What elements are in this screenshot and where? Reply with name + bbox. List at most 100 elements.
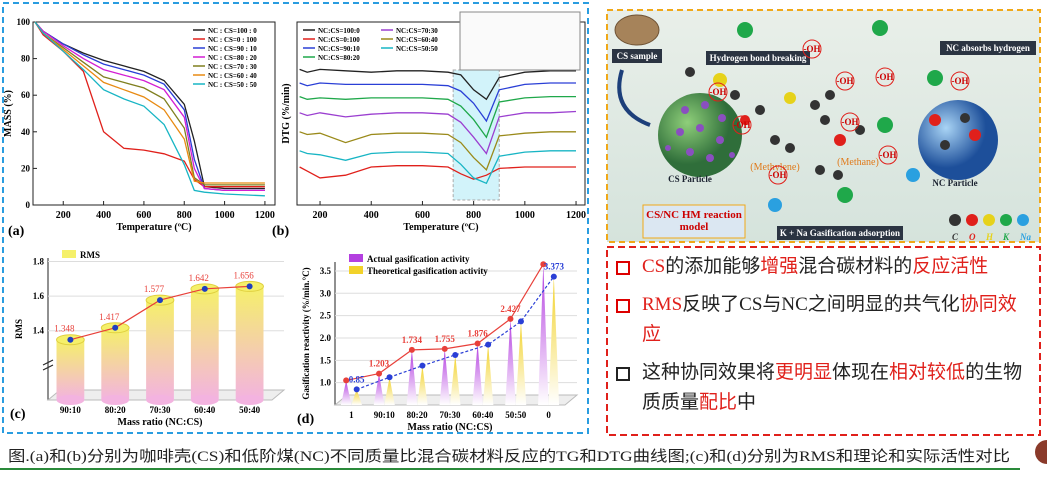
hydroxyl-label: -OH xyxy=(734,120,751,130)
y-tick-label: 1.6 xyxy=(33,291,45,301)
legend-label: Theoretical gasification activity xyxy=(367,266,488,276)
series-line xyxy=(34,21,265,197)
caption: 图.(a)和(b)分别为咖啡壳(CS)和低阶煤(NC)不同质量比混合碳材料反应的… xyxy=(8,447,1010,465)
cone xyxy=(417,365,428,405)
methane-label: (Methane) xyxy=(837,157,879,168)
hydroxyl-label: -OH xyxy=(842,117,859,127)
model-label: CS/NC HM reaction model xyxy=(646,209,742,233)
bullet-text: 配比 xyxy=(699,392,738,413)
bullet-text: 反映了CS与NC之间明显的共气化 xyxy=(682,294,960,315)
series-line xyxy=(34,21,265,192)
bullet-list: CS的添加能够增强混合碳材料的反应活性 RMS反映了CS与NC之间明显的共气化协同… xyxy=(614,252,1034,426)
legend-swatch xyxy=(349,254,363,262)
cone xyxy=(340,380,352,405)
bar xyxy=(235,286,264,400)
hydrogen-bond-label: Hydrogen bond breaking xyxy=(710,53,807,63)
value-label: 1.577 xyxy=(144,284,165,294)
point xyxy=(246,283,253,290)
value-label: 1.642 xyxy=(189,273,209,283)
x-tick-label: 600 xyxy=(415,210,430,221)
axis-break xyxy=(42,359,54,371)
point xyxy=(201,285,208,292)
y-axis-label: RMS xyxy=(14,319,24,339)
bar-base xyxy=(101,395,130,405)
bullet-text: 体现在 xyxy=(832,362,890,383)
hydroxyl-label: -OH xyxy=(952,76,969,86)
label-box xyxy=(777,226,903,240)
legend-label: NC : CS=100 : 0 xyxy=(208,27,257,35)
point xyxy=(376,370,383,377)
bullet-text: 的生物质质量 xyxy=(642,362,1023,413)
bar-base xyxy=(190,395,219,405)
legend-label: NC:CS=100:0 xyxy=(318,27,360,35)
cs-sample-image xyxy=(614,14,660,46)
legend-label: RMS xyxy=(80,250,100,260)
value-label: 1.417 xyxy=(99,312,120,322)
y-axis-label: DTG (%/min) xyxy=(281,83,292,143)
legend-label: NC:CS=70:30 xyxy=(396,27,438,35)
x-tick-label: 1000 xyxy=(215,210,235,221)
nc-absorbs-label: NC absorbs hydrogen xyxy=(946,43,1030,53)
hydroxyl-ring xyxy=(802,39,822,59)
hydroxyl-ring xyxy=(768,165,788,185)
y-tick-label: 3.5 xyxy=(320,266,332,276)
bullet-text: 更明显 xyxy=(775,362,833,383)
bullet-text: 相对较低 xyxy=(889,362,966,383)
y-tick-label: 20 xyxy=(21,163,31,173)
x-tick-label: 90:10 xyxy=(60,405,81,415)
y-tick-label: 0 xyxy=(26,200,31,210)
y-tick-label: 2.0 xyxy=(320,333,332,343)
x-tick-label: 200 xyxy=(56,210,71,221)
hydroxyl-ring xyxy=(835,71,855,91)
series-line xyxy=(34,21,265,184)
x-tick-label: 800 xyxy=(466,210,481,221)
point xyxy=(517,318,524,325)
series-line xyxy=(299,110,577,155)
hydroxyl-label: -OH xyxy=(837,76,854,86)
label-box xyxy=(706,51,810,65)
value-label: 1.656 xyxy=(233,270,254,280)
hydroxyl-ring xyxy=(840,112,860,132)
x-tick-label: 400 xyxy=(96,210,111,221)
atom-legend: C O H K Na xyxy=(949,214,1031,242)
panel-label: (d) xyxy=(297,412,314,427)
bar xyxy=(146,300,174,400)
plot-frame xyxy=(32,21,276,206)
hydroxyl-label: -OH xyxy=(710,87,727,97)
point xyxy=(540,261,547,268)
cone xyxy=(384,377,395,405)
value-label: 1.203 xyxy=(369,359,390,369)
bullet-marker xyxy=(616,367,630,381)
bar xyxy=(101,327,130,400)
y-axis-label: Gasification reactivity (%/min.°C) xyxy=(301,267,311,399)
legend-label: NC:CS=0:100 xyxy=(318,36,360,44)
y-tick-label: 3.0 xyxy=(320,288,332,298)
cone xyxy=(505,318,516,405)
cone xyxy=(439,348,450,405)
legend-label: NC:CS=50:50 xyxy=(396,45,438,53)
x-tick-label: 60:40 xyxy=(194,405,215,415)
cs-particle-sphere xyxy=(658,93,742,177)
value-label: 1.876 xyxy=(467,329,488,339)
label-box xyxy=(612,49,662,63)
bar xyxy=(190,288,219,400)
y-tick-label: 40 xyxy=(21,127,31,137)
cone xyxy=(515,321,527,405)
bullet: CS的添加能够增强混合碳材料的反应活性 xyxy=(614,252,1034,282)
cs-sample: CS sample xyxy=(617,51,658,61)
legend-label: NC : CS=50 : 50 xyxy=(208,81,257,89)
hydroxyl-label: -OH xyxy=(877,72,894,82)
text-frame xyxy=(606,246,1041,436)
value-label: 3.373 xyxy=(544,262,565,272)
legend-label: NC : CS=80 : 20 xyxy=(208,54,257,62)
legend-label: NC : CS=0 : 100 xyxy=(208,36,257,44)
series-line xyxy=(299,165,576,180)
x-axis-label: Temperature (ºC) xyxy=(116,222,191,233)
point xyxy=(419,362,426,369)
gasification-label: K + Na Gasification adsorption xyxy=(780,228,900,238)
x-tick-label: 80:20 xyxy=(407,410,428,420)
x-tick-label: 70:30 xyxy=(440,410,461,420)
x-tick-label: 60:40 xyxy=(472,410,493,420)
